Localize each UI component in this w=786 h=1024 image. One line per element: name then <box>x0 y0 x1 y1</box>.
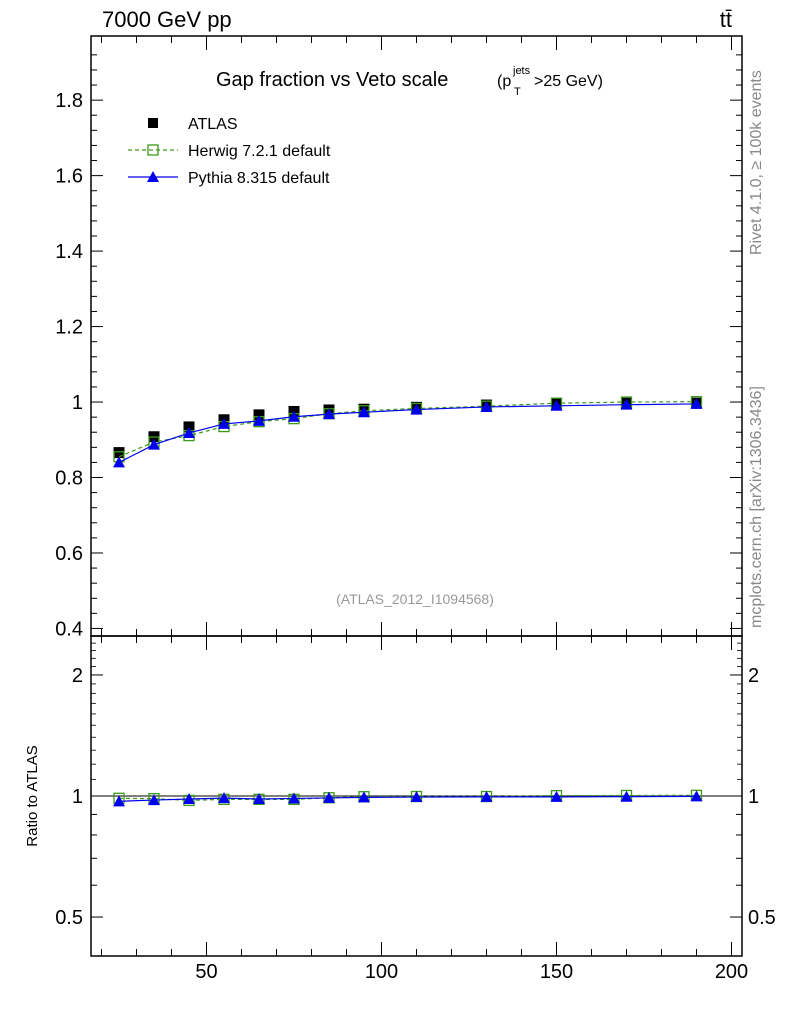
ratio-point-pythia-8-315-default <box>550 790 563 802</box>
point-pythia-8-315-default <box>183 426 195 438</box>
point-atlas <box>253 409 265 421</box>
legend: ATLAS Herwig 7.2.1 default Pythia 8.315 … <box>128 116 331 187</box>
ratio-point-pythia-8-315-default <box>253 792 265 804</box>
point-pythia-8-315-default <box>410 403 423 415</box>
point-pythia-8-315-default <box>113 456 125 468</box>
ratio-point-pythia-8-315-default <box>323 791 335 803</box>
point-pythia-8-315-default <box>358 406 370 418</box>
main-ytick-label: 1.4 <box>55 241 83 263</box>
ratio-ytick-label-right: 0.5 <box>748 907 776 929</box>
series-line-pythia-8-315-default <box>118 403 697 463</box>
point-pythia-8-315-default <box>550 399 563 411</box>
main-axes: 0.4 0.6 0.8 1 1.2 1.4 1.6 1.8 <box>55 54 742 640</box>
ratio-point-pythia-8-315-default <box>113 795 125 807</box>
point-pythia-8-315-default <box>253 414 265 426</box>
main-series <box>113 396 703 468</box>
point-pythia-8-315-default <box>288 410 300 422</box>
point-pythia-8-315-default <box>480 400 493 412</box>
ratio-point-pythia-8-315-default <box>358 791 370 803</box>
main-ytick-label: 0.6 <box>55 543 83 565</box>
x-axis: 50 100 150 200 <box>101 36 748 983</box>
subtitle-sub: T <box>514 86 521 98</box>
legend-atlas-marker <box>148 118 158 128</box>
point-pythia-8-315-default <box>148 438 160 450</box>
main-ytick-label: 1 <box>72 392 83 414</box>
ratio-ytick-label-right: 2 <box>748 665 759 687</box>
title-main: Gap fraction vs Veto scale <box>216 69 448 91</box>
plot-title: Gap fraction vs Veto scale <box>216 69 448 91</box>
ratio-point-pythia-8-315-default <box>288 792 300 804</box>
header-left: 7000 GeV pp <box>102 7 232 32</box>
ratio-ytick-label: 0.5 <box>55 907 83 929</box>
ratio-point-pythia-8-315-default <box>218 792 230 804</box>
main-ytick-label: 1.8 <box>55 90 83 112</box>
ratio-series <box>113 789 703 807</box>
ratio-ytick-label-right: 1 <box>748 786 759 808</box>
ratio-point-pythia-8-315-default <box>148 794 160 806</box>
xtick-label: 50 <box>195 961 217 983</box>
legend-atlas-label: ATLAS <box>188 116 238 133</box>
legend-pythia-marker <box>147 171 159 182</box>
main-ytick-label: 1.6 <box>55 166 83 188</box>
point-atlas <box>113 447 125 459</box>
point-pythia-8-315-default <box>218 417 230 429</box>
ratio-ylabel: Ratio to ATLAS <box>24 745 41 846</box>
legend-herwig-marker <box>147 144 159 156</box>
point-atlas <box>183 421 195 433</box>
mcplots-side-label: mcplots.cern.ch [arXiv:1306.3436] <box>748 386 765 628</box>
point-pythia-8-315-default <box>690 397 703 409</box>
ratio-ytick-label: 1 <box>72 786 83 808</box>
ratio-point-pythia-8-315-default <box>620 790 633 802</box>
rivet-side-label: Rivet 4.1.0, ≥ 100k events <box>748 70 765 255</box>
ratio-line-pythia-8-315-default <box>118 795 697 802</box>
legend-herwig-label: Herwig 7.2.1 default <box>188 143 331 160</box>
header-right: tt̄ <box>720 7 732 32</box>
point-pythia-8-315-default <box>323 408 335 420</box>
subtitle-sup: jets <box>512 65 531 77</box>
point-pythia-8-315-default <box>620 398 633 410</box>
main-ytick-label: 1.2 <box>55 317 83 339</box>
xtick-label: 150 <box>540 961 573 983</box>
xtick-label: 200 <box>715 961 748 983</box>
ratio-point-pythia-8-315-default <box>183 792 195 804</box>
ratio-point-pythia-8-315-default <box>410 791 423 803</box>
xtick-label: 100 <box>365 961 398 983</box>
plot-subtitle: (p jets T >25 GeV) <box>497 61 603 99</box>
subtitle-close: >25 GeV) <box>534 73 603 90</box>
subtitle-open: (p <box>497 73 511 90</box>
ratio-ytick-label: 2 <box>72 665 83 687</box>
ratio-point-pythia-8-315-default <box>690 790 703 802</box>
main-ytick-label: 0.8 <box>55 468 83 490</box>
legend-pythia-label: Pythia 8.315 default <box>188 170 330 187</box>
analysis-watermark: (ATLAS_2012_I1094568) <box>336 591 494 607</box>
ratio-point-pythia-8-315-default <box>480 790 493 802</box>
main-ytick-label: 0.4 <box>55 618 83 640</box>
